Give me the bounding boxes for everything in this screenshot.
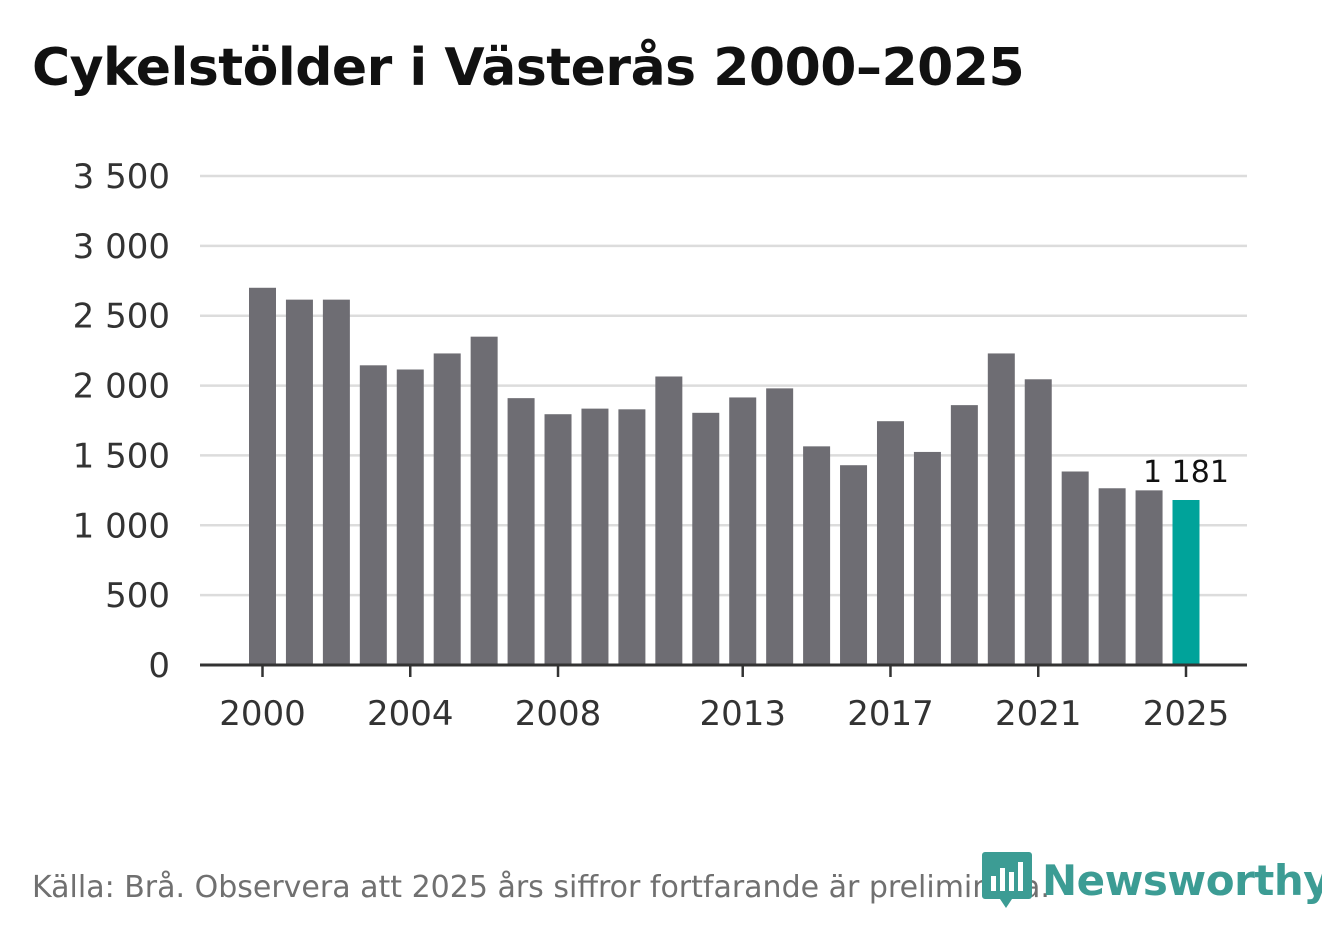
bar-2012 [692, 412, 720, 665]
bars [249, 287, 1200, 665]
y-tick-label: 1 000 [73, 506, 170, 546]
newsworthy-logo-icon [982, 852, 1032, 908]
x-tick-label: 2013 [699, 694, 786, 734]
data-label-2025: 1 181 [1143, 455, 1229, 490]
chart-title: Cykelstölder i Västerås 2000–2025 [32, 38, 1025, 98]
x-tick-label: 2008 [515, 694, 602, 734]
y-tick-label: 500 [105, 576, 170, 616]
bar-2015 [803, 446, 831, 665]
y-tick-label: 3 500 [73, 157, 170, 197]
bar-2008 [544, 414, 572, 665]
y-tick-label: 3 000 [73, 227, 170, 267]
y-tick-label: 1 500 [73, 436, 170, 476]
bar-2022 [1061, 471, 1089, 665]
bar-2011 [655, 376, 683, 665]
x-tick-label: 2017 [847, 694, 934, 734]
y-axis-ticks: 0 500 1 000 1 500 2 000 2 500 3 000 3 500 [73, 157, 170, 686]
bar-chart: 0 500 1 000 1 500 2 000 2 500 3 000 3 500 1 181… [73, 157, 1247, 734]
bar-2007 [507, 398, 535, 665]
source-note: Källa: Brå. Observera att 2025 års siffr… [32, 870, 1050, 905]
bar-2019 [950, 405, 978, 665]
bar-2004 [396, 369, 424, 665]
bar-2023 [1098, 488, 1126, 665]
x-axis: 2000 2004 2008 2013 2017 2021 2025 [200, 663, 1247, 734]
bar-2006 [470, 336, 498, 665]
bar-2010 [618, 409, 646, 665]
y-tick-label: 2 000 [73, 367, 170, 407]
bar-2005 [433, 353, 461, 665]
bar-2025 [1172, 499, 1200, 665]
x-tick-label: 2004 [367, 694, 454, 734]
bar-2003 [359, 365, 387, 665]
brand-logo: Newsworthy [982, 850, 1322, 910]
bar-2009 [581, 408, 609, 665]
y-tick-label: 2 500 [73, 297, 170, 337]
bar-2016 [840, 465, 868, 665]
bar-2021 [1024, 379, 1052, 665]
bar-2018 [913, 451, 941, 665]
gridlines [200, 174, 1247, 597]
bar-2000 [249, 287, 276, 665]
bar-2020 [987, 353, 1015, 665]
bar-2002 [322, 299, 350, 665]
bar-2024 [1135, 490, 1163, 665]
bar-2013 [729, 397, 757, 665]
bar-2017 [876, 421, 904, 665]
x-tick-label: 2000 [219, 694, 306, 734]
brand-name: Newsworthy [1042, 855, 1322, 905]
annotations: 1 181 [1143, 455, 1229, 490]
x-tick-label: 2021 [995, 694, 1082, 734]
bar-2001 [285, 299, 313, 665]
bar-2014 [766, 388, 794, 665]
y-tick-label: 0 [148, 646, 170, 686]
x-tick-label: 2025 [1143, 694, 1230, 734]
